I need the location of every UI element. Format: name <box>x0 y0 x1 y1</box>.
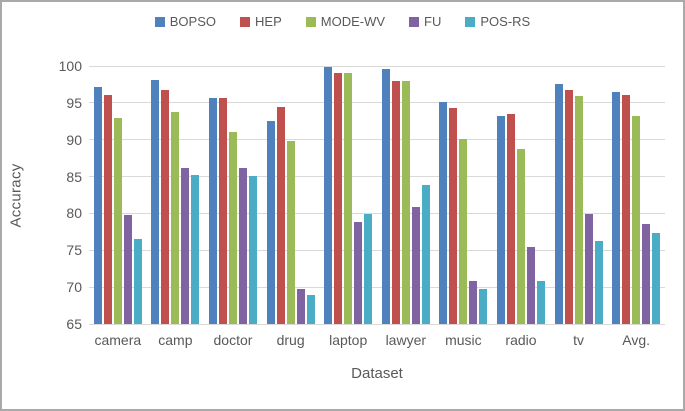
bar-bopso-drug <box>266 120 275 324</box>
gridline-y-70 <box>89 286 665 288</box>
bar-hep-laptop <box>334 73 343 324</box>
y-tick-label-100: 100 <box>58 58 82 74</box>
x-tick-label-camp: camp <box>158 332 193 348</box>
x-tick-label-laptop: laptop <box>329 332 368 348</box>
legend: BOPSO HEP MODE-WV FU POS-RS <box>2 14 683 29</box>
legend-swatch-icon <box>240 16 251 27</box>
bar-fu-radio <box>527 247 535 324</box>
gridline-y-75 <box>89 249 665 251</box>
bar-hep-avg <box>622 95 631 324</box>
x-tick-label-music: music <box>445 332 482 348</box>
y-tick-label-65: 65 <box>66 316 82 332</box>
legend-item-mode-wv: MODE-WV <box>305 14 386 29</box>
bar-mode-wv-camp <box>171 111 180 324</box>
bar-fu-lawyer <box>411 206 420 324</box>
bar-mode-wv-radio <box>517 149 525 324</box>
bar-pos-rs-music <box>479 289 488 324</box>
legend-item-pos-rs: POS-RS <box>465 14 530 29</box>
bar-hep-tv <box>564 89 573 324</box>
x-tick-label-camera: camera <box>94 332 142 348</box>
y-tick-label-85: 85 <box>66 168 82 185</box>
bar-fu-drug <box>296 289 305 324</box>
bar-hep-camera <box>103 95 112 324</box>
bar-bopso-music <box>439 102 448 324</box>
bar-mode-wv-drug <box>286 141 295 324</box>
legend-swatch-icon <box>154 16 165 27</box>
x-tick-label-lawyer: lawyer <box>385 332 427 348</box>
bar-pos-rs-tv <box>594 241 603 324</box>
bar-fu-avg <box>642 223 651 324</box>
bar-bopso-camp <box>151 80 160 324</box>
bar-pos-rs-doctor <box>249 175 257 324</box>
bar-hep-radio <box>507 113 515 324</box>
legend-label: HEP <box>255 14 282 29</box>
y-tick-label-70: 70 <box>66 279 82 296</box>
gridline-y-90 <box>89 139 665 141</box>
x-tick-label-avg: Avg. <box>622 332 651 348</box>
bar-pos-rs-camera <box>133 239 142 324</box>
x-tick-label-tv: tv <box>573 332 585 348</box>
bar-mode-wv-laptop <box>344 73 353 324</box>
gridline-y-100 <box>89 65 665 67</box>
y-tick-label-80: 80 <box>66 205 82 222</box>
x-tick-label-drug: drug <box>276 332 305 348</box>
y-tick-label-90: 90 <box>66 131 82 148</box>
bar-mode-wv-music <box>459 138 468 324</box>
bar-pos-rs-laptop <box>364 214 373 324</box>
legend-swatch-icon <box>305 16 316 27</box>
gridline-y-80 <box>89 212 665 214</box>
bar-pos-rs-lawyer <box>421 184 430 324</box>
bar-pos-rs-avg <box>652 233 661 324</box>
bar-hep-drug <box>276 107 285 324</box>
bar-pos-rs-drug <box>306 294 315 324</box>
bar-fu-laptop <box>354 221 363 324</box>
bar-bopso-lawyer <box>381 68 390 324</box>
bar-fu-music <box>469 281 478 324</box>
x-tick-label-radio: radio <box>505 332 537 348</box>
bar-mode-wv-avg <box>632 116 641 324</box>
bar-bopso-radio <box>497 116 505 324</box>
y-axis-tick-labels: 65 70 75 80 85 90 95 100 <box>42 59 82 331</box>
legend-item-bopso: BOPSO <box>154 14 217 29</box>
bar-mode-wv-lawyer <box>401 81 410 324</box>
gridline-y-85 <box>89 176 665 178</box>
x-tick-label-doctor: doctor <box>213 332 253 348</box>
gridline-y-95 <box>89 102 665 104</box>
bar-bopso-doctor <box>209 97 217 324</box>
bar-pos-rs-camp <box>191 175 200 324</box>
bar-bopso-avg <box>612 91 621 324</box>
legend-swatch-icon <box>465 16 476 27</box>
bar-bopso-camera <box>93 86 102 324</box>
bar-bopso-tv <box>554 84 563 324</box>
y-axis-title: Accuracy <box>7 163 25 228</box>
bar-hep-music <box>449 108 458 324</box>
bar-hep-lawyer <box>391 81 400 324</box>
bar-fu-doctor <box>239 168 247 324</box>
bar-mode-wv-doctor <box>229 131 237 324</box>
bar-hep-camp <box>161 90 170 324</box>
legend-label: MODE-WV <box>320 14 386 29</box>
bar-mode-wv-tv <box>574 96 583 324</box>
legend-label: FU <box>424 14 442 29</box>
bar-bopso-laptop <box>324 66 333 324</box>
legend-label: POS-RS <box>480 14 531 29</box>
legend-swatch-icon <box>409 16 420 27</box>
bar-fu-camp <box>181 168 190 324</box>
bar-pos-rs-radio <box>537 280 545 324</box>
bar-mode-wv-camera <box>113 118 122 324</box>
y-tick-label-75: 75 <box>66 242 82 259</box>
x-axis-title: Dataset <box>351 365 403 382</box>
bar-fu-camera <box>123 214 132 324</box>
bar-hep-doctor <box>219 97 227 324</box>
legend-label: BOPSO <box>169 14 217 29</box>
plot-area <box>89 65 665 325</box>
gridline-y-65 <box>89 323 665 325</box>
x-axis-tick-labels: camera camp doctor drug laptop lawyer music rad… <box>89 332 665 352</box>
y-tick-label-95: 95 <box>66 94 82 111</box>
legend-item-hep: HEP <box>240 14 282 29</box>
bar-fu-tv <box>584 214 593 324</box>
legend-item-fu: FU <box>409 14 441 29</box>
